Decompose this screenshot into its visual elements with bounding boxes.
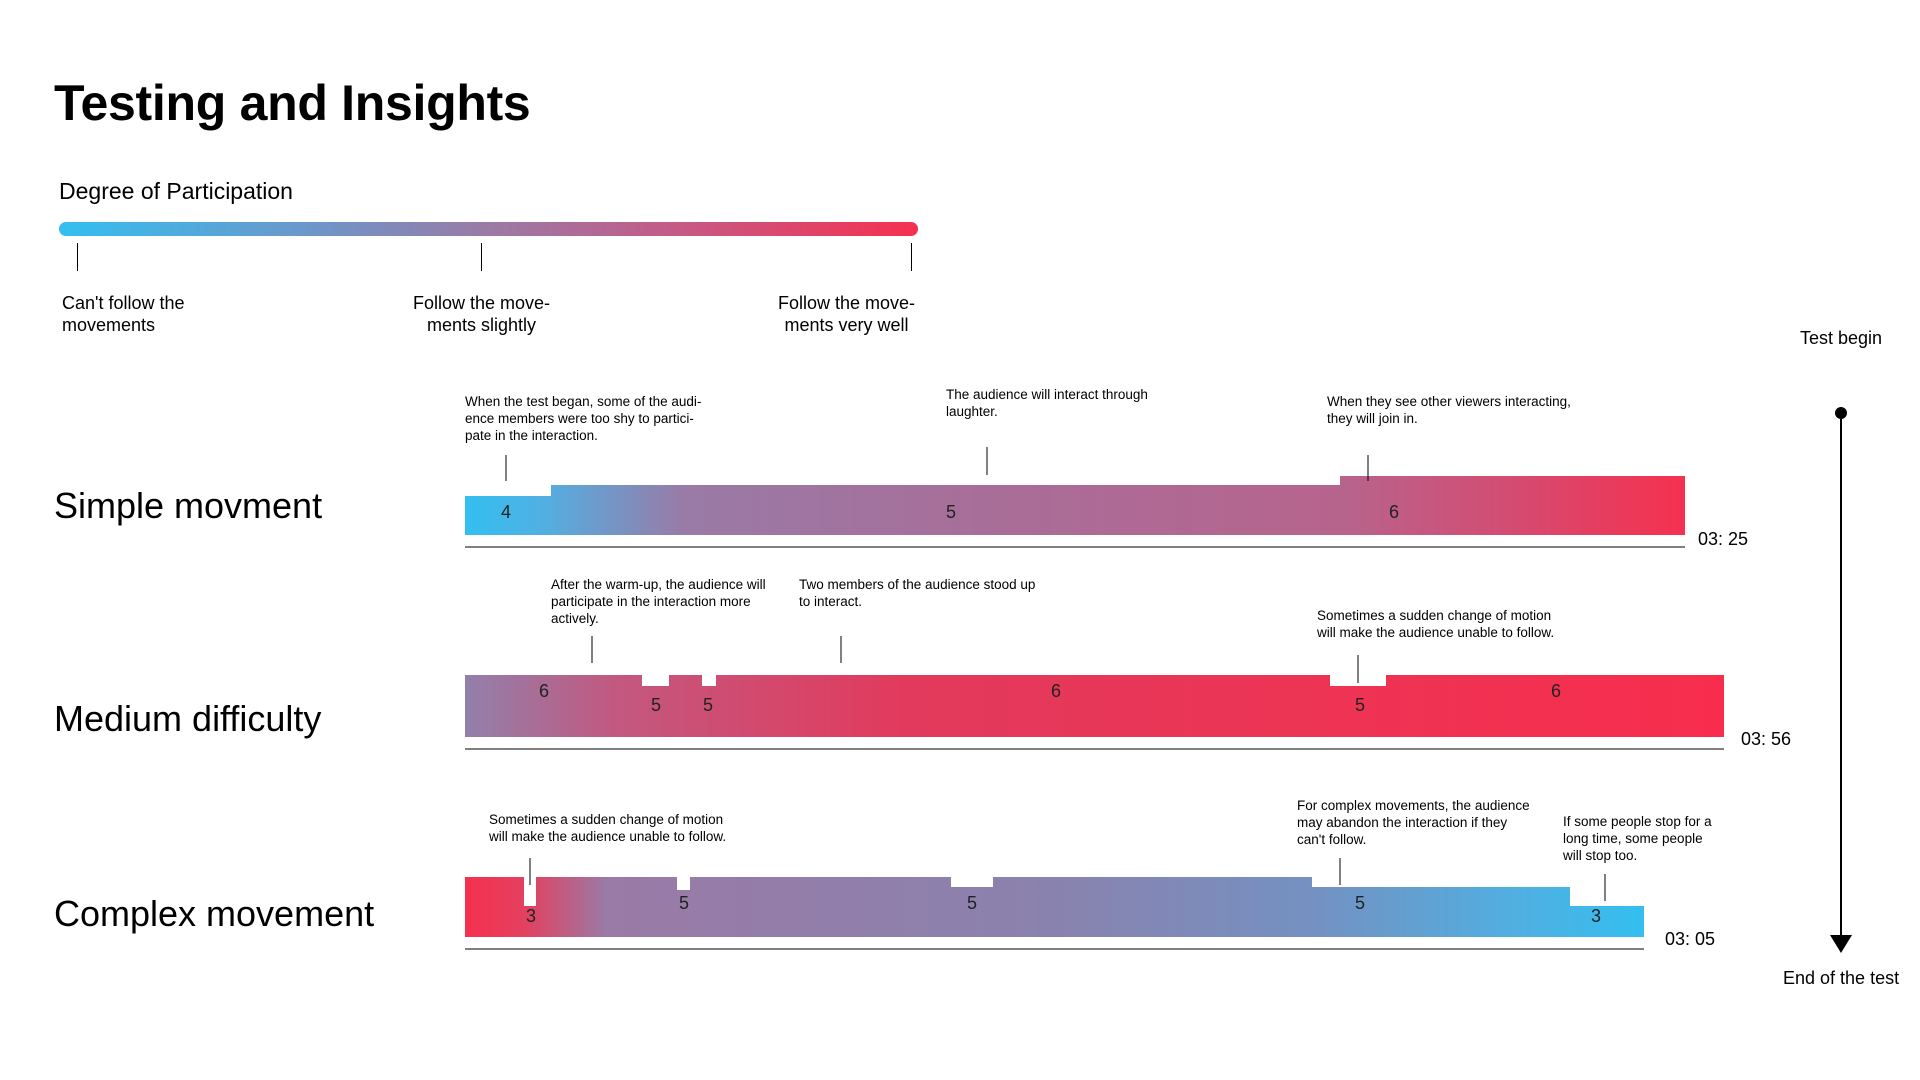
bar-medium <box>465 675 1724 737</box>
note-medium-3: Sometimes a sudden change of motion will… <box>1317 608 1555 640</box>
note-complex-1: Sometimes a sudden change of motion will… <box>489 812 727 844</box>
level-value: 6 <box>1389 502 1400 522</box>
level-value: 3 <box>1591 906 1602 926</box>
duration-complex: 03: 05 <box>1665 929 1716 949</box>
row-label-simple: Simple movment <box>54 485 323 526</box>
level-value: 3 <box>526 906 537 926</box>
note-complex-2: For complex movements, the audience may … <box>1297 798 1530 847</box>
level-value: 5 <box>967 893 978 913</box>
participation-scale-title: Degree of Participation <box>59 178 293 204</box>
scale-label-mid: Follow the move- ments slightly <box>413 293 551 335</box>
level-value: 5 <box>651 695 662 715</box>
note-leaders <box>505 447 1606 901</box>
duration-medium: 03: 56 <box>1741 729 1792 749</box>
duration-simple: 03: 25 <box>1698 529 1749 549</box>
level-value: 6 <box>1551 681 1562 701</box>
scale-label-high: Follow the move- ments very well <box>778 293 916 335</box>
level-value: 6 <box>539 681 550 701</box>
timeline-start-label: Test begin <box>1800 328 1883 348</box>
scale-tick-mid <box>481 243 482 271</box>
level-value: 4 <box>501 502 512 522</box>
bar-simple <box>465 476 1685 535</box>
participation-gradient-bar <box>59 222 918 236</box>
timeline-end-label: End of the test <box>1783 968 1900 988</box>
note-medium-1: After the warm-up, the audience will par… <box>551 577 766 626</box>
scale-tick-high <box>911 243 912 271</box>
note-simple-3: When they see other viewers interacting,… <box>1327 394 1571 426</box>
level-value: 5 <box>703 695 714 715</box>
scale-label-low: Can't follow the movements <box>62 293 185 335</box>
page-title: Testing and Insights <box>54 75 531 131</box>
row-label-medium: Medium difficulty <box>54 698 322 739</box>
level-value: 5 <box>679 893 690 913</box>
note-simple-1: When the test began, some of the audi- e… <box>465 394 702 443</box>
level-value: 5 <box>1355 695 1366 715</box>
timeline-arrow-icon <box>1830 935 1852 953</box>
note-simple-2: The audience will interact through laugh… <box>946 387 1148 419</box>
note-complex-3: If some people stop for a long time, som… <box>1563 814 1712 863</box>
level-value: 6 <box>1051 681 1062 701</box>
level-value: 5 <box>1355 893 1366 913</box>
scale-tick-low <box>77 243 78 271</box>
note-medium-2: Two members of the audience stood up to … <box>799 577 1036 609</box>
row-label-complex: Complex movement <box>54 893 375 934</box>
level-value: 5 <box>946 502 957 522</box>
bar-complex <box>465 877 1644 937</box>
